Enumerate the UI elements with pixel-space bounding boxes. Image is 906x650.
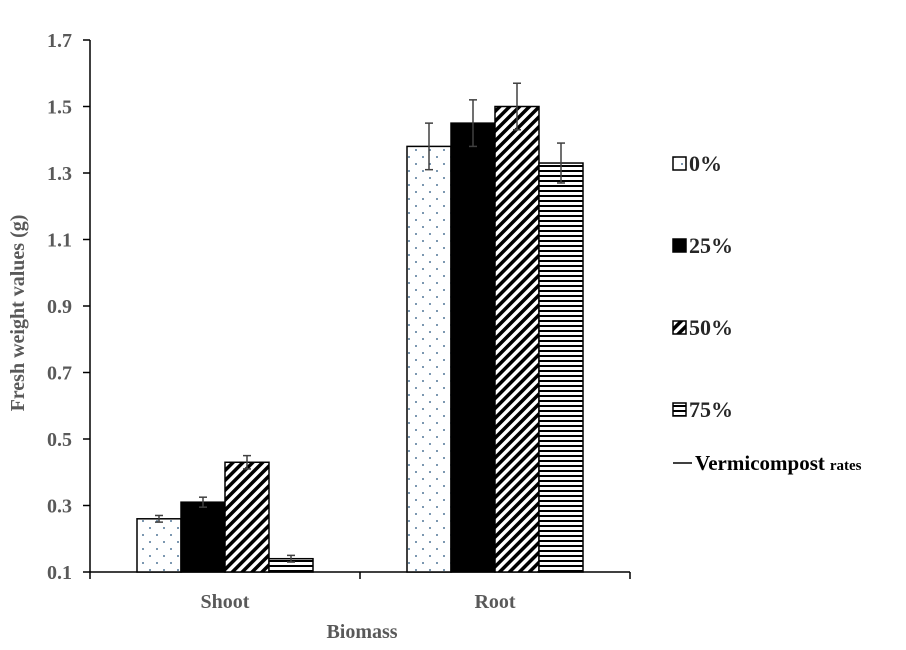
legend-label: 25% xyxy=(689,233,733,258)
legend-swatch xyxy=(672,156,687,171)
legend-label: 75% xyxy=(689,397,733,422)
x-axis-title: Biomass xyxy=(326,621,397,643)
bar xyxy=(180,501,226,573)
legend-item: 0% xyxy=(672,151,722,176)
error-bar xyxy=(199,496,207,508)
error-bar xyxy=(469,99,477,148)
error-bar xyxy=(287,554,295,563)
bar xyxy=(406,145,452,573)
y-axis-title: Fresh weight values (g) xyxy=(7,215,29,412)
y-tick-label: 0.7 xyxy=(47,363,72,385)
error-bar xyxy=(243,454,251,470)
y-tick-label: 1.5 xyxy=(47,97,72,119)
y-tick-label: 1.3 xyxy=(47,163,72,185)
y-tick-label: 0.5 xyxy=(47,429,72,451)
y-tick-label: 1.1 xyxy=(47,230,72,252)
legend-swatch xyxy=(672,238,687,253)
x-category-label: Root xyxy=(474,591,515,613)
legend-note-main: Vermicompost xyxy=(695,451,825,475)
legend-item: 50% xyxy=(672,315,733,340)
legend-note-sub: rates xyxy=(830,458,862,474)
x-axis: Shoot Root xyxy=(89,571,631,613)
error-bar xyxy=(513,82,521,131)
bar xyxy=(450,122,496,573)
legend-note-text: Vermicompost rates xyxy=(695,451,862,475)
bar xyxy=(224,461,270,573)
legend-swatch xyxy=(672,320,687,335)
y-tick-label: 0.9 xyxy=(47,296,72,318)
y-tick-label: 0.1 xyxy=(47,562,72,584)
error-bar xyxy=(155,514,163,523)
legend: 0% 25% 50% 75% xyxy=(672,151,733,422)
bar xyxy=(136,518,182,573)
bar xyxy=(494,105,540,573)
legend-swatch xyxy=(672,402,687,417)
error-bar xyxy=(557,142,565,184)
error-bar xyxy=(425,122,433,171)
bar xyxy=(538,162,584,573)
legend-item: 25% xyxy=(672,233,733,258)
y-axis: 0.1 0.3 0.5 0.7 0.9 1.1 1.3 1.5 1.7 xyxy=(47,30,91,584)
legend-note: Vermicompost rates xyxy=(673,451,862,475)
y-tick-label: 0.3 xyxy=(47,496,72,518)
legend-item: 75% xyxy=(672,397,733,422)
legend-label: 50% xyxy=(689,315,733,340)
x-category-label: Shoot xyxy=(201,591,250,613)
y-tick-label: 1.7 xyxy=(47,30,72,52)
legend-label: 0% xyxy=(689,151,722,176)
bars xyxy=(136,82,584,573)
